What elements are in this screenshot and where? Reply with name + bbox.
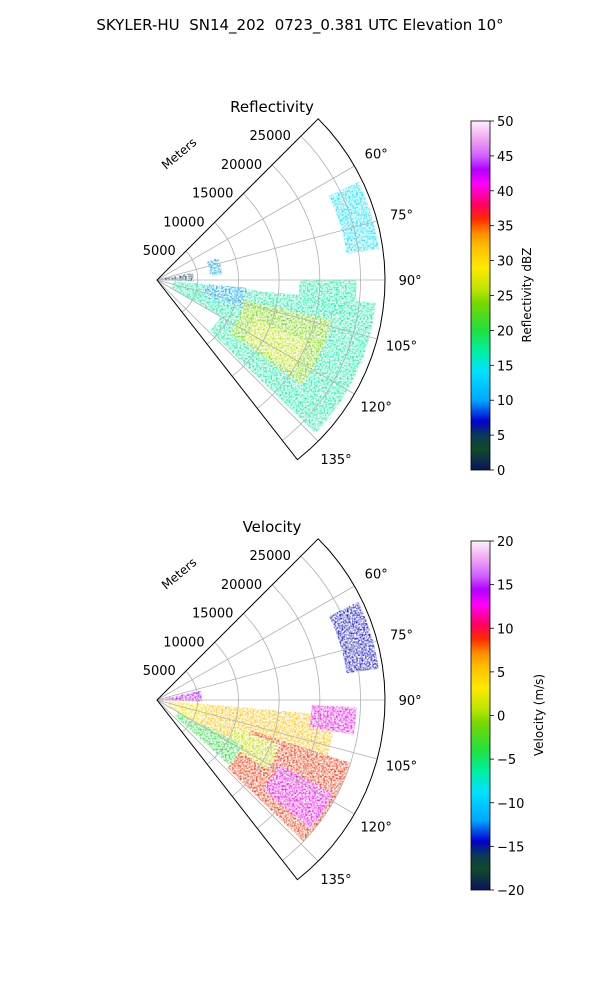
colorbar-tick-label: 45 [497,150,514,165]
colorbar-tick-label: 5 [497,429,505,444]
colorbar-tick-label: 10 [497,394,514,409]
echo-region-8 [206,257,222,276]
azimuth-tick-label: 90° [399,694,422,709]
reflectivity-radial-axis-label: Meters [159,135,199,172]
azimuth-tick-label: 105° [386,340,417,355]
radial-tick-label: 25000 [250,549,291,564]
colorbar-ramp [470,120,491,471]
azimuth-tick-label: 60° [365,568,388,583]
velocity-colorbar: −20 −15 −10 −5 0 5 10 15 20 [470,535,524,899]
range-ring-0 [181,670,199,733]
reflectivity-polar-grid: 5000 10000 15000 20000 25000 60° 75° 90° 105° 120… [143,118,422,468]
echo-region-6 [161,272,194,282]
range-ring-4 [282,555,361,861]
azimuth-gridline-4 [156,699,355,815]
velocity-panel: Velocity 5000 10000 15000 20000 25000 60° 75° 9… [143,518,546,899]
colorbar-tick-label: 10 [497,622,514,637]
colorbar-tick-label: −10 [497,797,524,812]
azimuth-tick-label: 75° [390,629,413,644]
echo-region-7 [329,181,379,254]
velocity-colorbar-label: Velocity (m/s) [532,674,546,756]
azimuth-gridline-0 [156,585,355,701]
azimuth-tick-label: 60° [365,148,388,163]
velocity-title: Velocity [243,518,302,536]
colorbar-tick-label: 30 [497,255,514,270]
sector-outline [156,118,386,461]
range-ring-0 [181,250,199,313]
echo-region-8 [167,701,206,725]
velocity-polar-grid: 5000 10000 15000 20000 25000 60° 75° 90° 105° 120… [143,538,422,888]
azimuth-gridline-0 [156,165,355,281]
reflectivity-colorbar: 0 5 10 15 20 25 30 35 40 45 50 [470,115,514,479]
range-ring-1 [206,642,239,765]
azimuth-gridline-1 [156,220,378,281]
range-ring-3 [257,584,321,829]
azimuth-tick-label: 135° [320,453,351,468]
radial-tick-label: 5000 [143,664,176,679]
colorbar-tick-label: −5 [497,753,516,768]
range-ring-4 [282,135,361,441]
reflectivity-title: Reflectivity [230,98,314,116]
azimuth-gridline-1 [156,640,378,701]
colorbar-tick-label: 15 [497,579,514,594]
colorbar-tick-label: 40 [497,185,514,200]
colorbar-tick-label: 25 [497,290,514,305]
azimuth-tick-label: 135° [320,873,351,888]
echo-region-4 [296,280,357,319]
echo-region-2 [263,765,334,829]
colorbar-tick-label: 0 [497,710,505,725]
azimuth-tick-label: 105° [386,760,417,775]
radial-tick-label: 10000 [163,215,204,230]
echo-region-7 [329,601,379,674]
radial-tick-label: 10000 [163,635,204,650]
reflectivity-colorbar-label: Reflectivity dBZ [520,248,534,343]
colorbar-tick-label: 20 [497,324,514,339]
colorbar-tick-label: 20 [497,535,514,550]
colorbar-tick-label: 35 [497,220,514,235]
azimuth-gridline-4 [156,279,355,395]
echo-region-6 [161,690,202,702]
range-ring-2 [231,193,280,377]
radial-tick-label: 5000 [143,244,176,259]
radial-tick-label: 20000 [221,158,262,173]
azimuth-gridline-5 [156,279,319,442]
colorbar-ramp [470,540,491,891]
azimuth-gridline-3 [156,699,378,760]
echo-region-4 [309,705,357,735]
azimuth-tick-label: 120° [361,401,392,416]
colorbar-tick-label: −15 [497,840,524,855]
azimuth-tick-label: 120° [361,821,392,836]
sector-outline [156,538,386,881]
echo-region-3 [226,727,280,769]
velocity-radial-axis-label: Meters [159,555,199,592]
radial-tick-label: 20000 [221,578,262,593]
reflectivity-panel: Reflectivity 5000 10000 15000 20000 25000 60°… [143,98,534,479]
echo-region-5 [175,711,244,766]
colorbar-tick-label: 50 [497,115,514,130]
colorbar-tick-label: 15 [497,359,514,374]
azimuth-tick-label: 75° [390,209,413,224]
colorbar-tick-label: 0 [497,464,505,479]
radial-tick-label: 15000 [192,607,233,622]
radial-tick-label: 15000 [192,187,233,202]
radial-tick-label: 25000 [250,129,291,144]
range-ring-2 [231,613,280,797]
azimuth-gridline-3 [156,279,378,340]
colorbar-tick-label: 5 [497,666,505,681]
range-ring-1 [206,222,239,345]
colorbar-tick-label: −20 [497,884,524,899]
figure-title: SKYLER-HU SN14_202 0723_0.381 UTC Elevat… [96,16,504,34]
azimuth-tick-label: 90° [399,274,422,289]
azimuth-gridline-5 [156,699,319,862]
range-ring-3 [257,164,321,409]
